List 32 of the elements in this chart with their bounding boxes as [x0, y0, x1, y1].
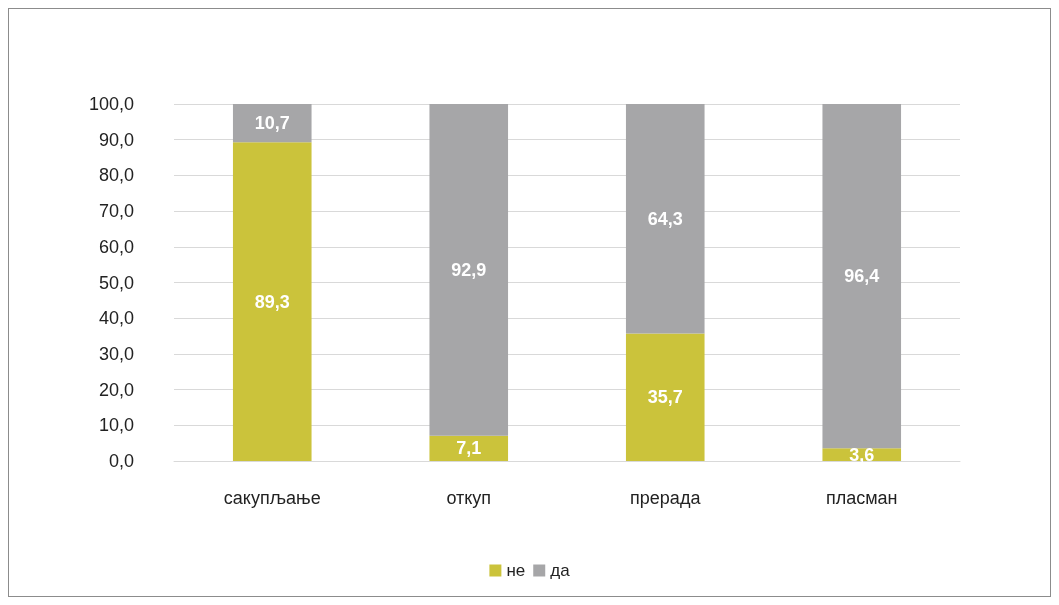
legend-label: не [506, 561, 526, 580]
x-tick-label: пласман [825, 488, 898, 508]
data-label: 35,7 [647, 387, 683, 408]
x-tick-label: сакупљање [223, 488, 321, 508]
data-label: 96,4 [844, 266, 880, 287]
y-tick-label: 90,0 [98, 129, 134, 150]
bar [625, 333, 705, 461]
bar [232, 104, 312, 143]
data-label: 64,3 [647, 208, 683, 229]
data-label: 89,3 [254, 291, 290, 312]
y-tick-label: 70,0 [98, 201, 134, 222]
y-tick-label: 0,0 [108, 451, 134, 471]
data-label: 3,6 [849, 444, 875, 465]
legend-label: да [550, 561, 571, 580]
data-label: 10,7 [254, 113, 290, 134]
data-label: 92,9 [451, 259, 487, 280]
bar [429, 104, 509, 436]
bar [232, 142, 312, 461]
bar [822, 104, 902, 449]
y-tick-label: 80,0 [98, 165, 134, 186]
y-tick-label: 20,0 [98, 379, 134, 400]
x-tick-label: прерада [630, 488, 702, 508]
x-tick-label: откуп [446, 488, 492, 508]
bar [429, 435, 509, 461]
data-label: 7,1 [456, 438, 482, 459]
bar [625, 104, 705, 334]
y-tick-label: 60,0 [98, 236, 134, 257]
y-tick-label: 100,0 [88, 94, 134, 114]
y-tick-label: 30,0 [98, 343, 134, 364]
y-tick-label: 50,0 [98, 272, 134, 293]
y-tick-label: 10,0 [98, 415, 134, 436]
y-tick-label: 40,0 [98, 308, 134, 329]
